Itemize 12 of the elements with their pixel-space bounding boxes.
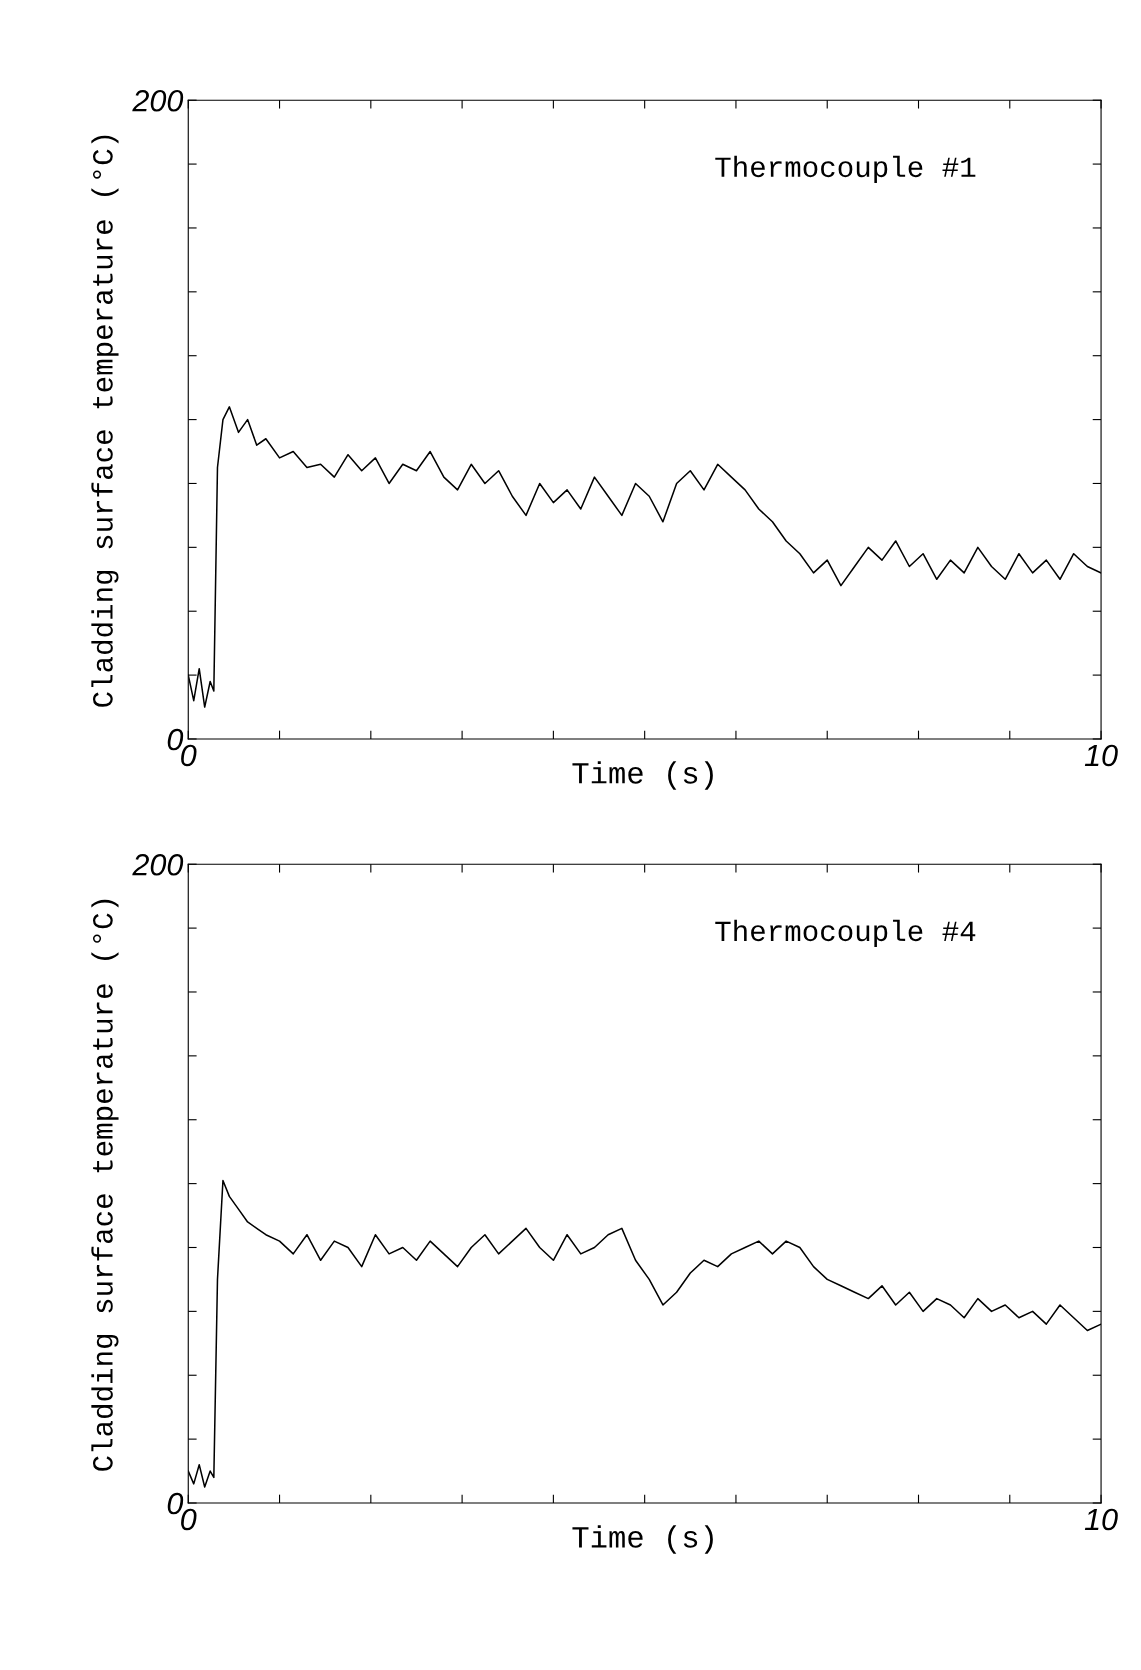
y-tick-label: 200 xyxy=(132,89,184,112)
annotation: Thermocouple #1 xyxy=(715,155,976,183)
x-axis-title: Time (s) xyxy=(572,761,713,790)
annotation: Thermocouple #4 xyxy=(715,919,976,947)
y-tick-label: 0 xyxy=(167,728,184,751)
x-tick-label: 10 xyxy=(1084,744,1118,767)
y-tick-label: 0 xyxy=(167,1492,184,1515)
y-axis-title: Cladding surface temperature (°C) xyxy=(91,135,119,707)
x-tick-label: 10 xyxy=(1084,1508,1118,1531)
x-axis-title: Time (s) xyxy=(572,1525,713,1554)
y-tick-label: 200 xyxy=(132,853,184,876)
y-axis-title: Cladding surface temperature (°C) xyxy=(91,899,119,1471)
